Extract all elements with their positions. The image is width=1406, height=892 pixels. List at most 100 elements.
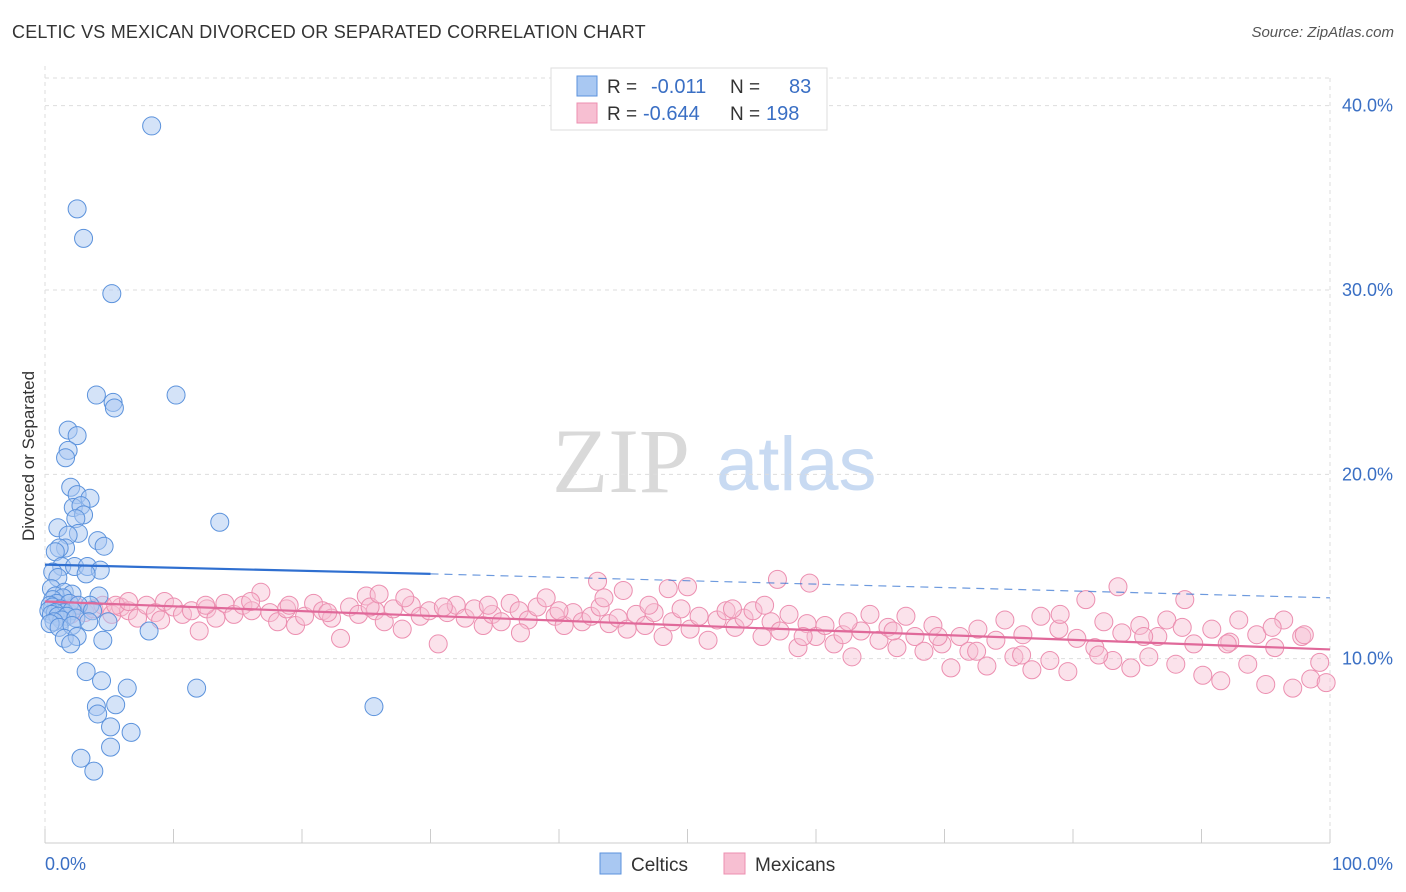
mexicans-point xyxy=(770,621,790,641)
celtics-point xyxy=(61,634,81,654)
mexicans-point xyxy=(392,619,412,639)
mexicans-point xyxy=(491,612,511,632)
celtics-point xyxy=(102,284,122,304)
mexicans-point xyxy=(1283,678,1303,698)
celtics-point xyxy=(98,612,118,632)
mexicans-point xyxy=(590,597,610,617)
mexicans-point xyxy=(1094,612,1114,632)
mexicans-point xyxy=(1050,604,1070,624)
mexicans-point xyxy=(1229,610,1249,630)
y-tick-label: 20.0% xyxy=(1342,464,1393,484)
mexicans-point xyxy=(995,610,1015,630)
mexicans-point xyxy=(1238,654,1258,674)
mexicans-point xyxy=(1310,652,1330,672)
y-axis-title: Divorced or Separated xyxy=(19,371,38,541)
mexicans-point xyxy=(374,612,394,632)
mexicans-point xyxy=(1108,577,1128,597)
mexicans-point xyxy=(959,641,979,661)
mexicans-point xyxy=(1139,647,1159,667)
legend-celtics-swatch xyxy=(599,852,622,875)
mexicans-point xyxy=(1274,610,1294,630)
mexicans-point xyxy=(588,571,608,591)
mexicans-point xyxy=(1262,617,1282,637)
celtics-point xyxy=(56,448,76,468)
mexicans-r-label: R = xyxy=(607,104,637,125)
celtics-point xyxy=(74,228,94,248)
mexicans-point xyxy=(613,580,633,600)
chart-title: CELTIC VS MEXICAN DIVORCED OR SEPARATED … xyxy=(12,22,646,42)
mexicans-point xyxy=(767,569,787,589)
x-tick-label: 0.0% xyxy=(45,854,86,874)
mexicans-point xyxy=(788,638,808,658)
mexicans-trend-line xyxy=(44,600,1331,651)
legend-celtics-label: Celtics xyxy=(631,855,688,876)
mexicans-n-value: 198 xyxy=(766,103,799,125)
celtics-point xyxy=(92,671,112,691)
mexicans-point xyxy=(914,641,934,661)
mexicans-point xyxy=(793,627,813,647)
stats-box: R = -0.011 N = 83 R = -0.644 N = 198 xyxy=(550,67,828,131)
mexicans-point xyxy=(1049,619,1069,639)
mexicans-point xyxy=(1012,645,1032,665)
mexicans-point xyxy=(206,608,226,628)
mexicans-point xyxy=(986,630,1006,650)
mexicans-point xyxy=(277,599,297,619)
mexicans-point xyxy=(653,627,673,647)
mexicans-point xyxy=(968,619,988,639)
mexicans-swatch xyxy=(576,102,598,124)
mexicans-point xyxy=(1067,628,1087,648)
mexicans-point xyxy=(887,638,907,658)
celtics-r-label: R = xyxy=(607,77,637,98)
celtics-trend-line xyxy=(44,563,431,575)
mexicans-point xyxy=(395,588,415,608)
mexicans-point xyxy=(779,604,799,624)
watermark-atlas: atlas xyxy=(716,422,877,507)
x-tick-labels: 0.0% 100.0% xyxy=(45,854,1393,874)
celtics-point xyxy=(88,704,108,724)
chart-source: Source: ZipAtlas.com xyxy=(1251,24,1394,41)
mexicans-point xyxy=(1103,651,1123,671)
mexicans-point xyxy=(860,604,880,624)
y-tick-labels: 10.0% 20.0% 30.0% 40.0% xyxy=(1342,96,1393,669)
mexicans-point xyxy=(617,619,637,639)
celtics-point xyxy=(117,678,137,698)
celtics-point xyxy=(94,536,114,556)
mexicans-point xyxy=(967,641,987,661)
celtics-point xyxy=(106,695,126,715)
mexicans-point xyxy=(1058,662,1078,682)
mexicans-point xyxy=(755,595,775,615)
legend-mexicans-swatch xyxy=(723,852,746,875)
legend-mexicans-label: Mexicans xyxy=(755,855,835,876)
celtics-points xyxy=(39,116,384,781)
mexicans-point xyxy=(838,612,858,632)
trend-lines xyxy=(44,563,1331,651)
mexicans-point xyxy=(1040,651,1060,671)
celtics-point xyxy=(76,662,96,682)
mexicans-point xyxy=(510,623,530,643)
x-axis xyxy=(44,829,1331,844)
mexicans-point xyxy=(1301,669,1321,689)
mexicans-point xyxy=(722,599,742,619)
celtics-point xyxy=(104,398,124,418)
mexicans-point xyxy=(1175,590,1195,610)
mexicans-point xyxy=(151,610,171,630)
mexicans-point xyxy=(1211,671,1231,691)
mexicans-point xyxy=(678,577,697,597)
mexicans-point xyxy=(1202,619,1222,639)
mexicans-point xyxy=(1134,627,1154,647)
mexicans-point xyxy=(1112,623,1132,643)
mexicans-point xyxy=(941,658,961,678)
y-tick-label: 30.0% xyxy=(1342,280,1393,300)
mexicans-point xyxy=(896,606,916,626)
mexicans-point xyxy=(1256,674,1276,694)
celtics-point xyxy=(210,512,230,532)
mexicans-point xyxy=(1013,625,1033,645)
mexicans-point xyxy=(1217,634,1237,654)
celtics-point xyxy=(121,722,141,742)
mexicans-point xyxy=(671,599,691,619)
mexicans-point xyxy=(639,595,659,615)
mexicans-point xyxy=(928,627,948,647)
mexicans-point xyxy=(1294,625,1314,645)
mexicans-point xyxy=(1130,615,1150,635)
celtics-r-value: -0.011 xyxy=(651,76,706,98)
